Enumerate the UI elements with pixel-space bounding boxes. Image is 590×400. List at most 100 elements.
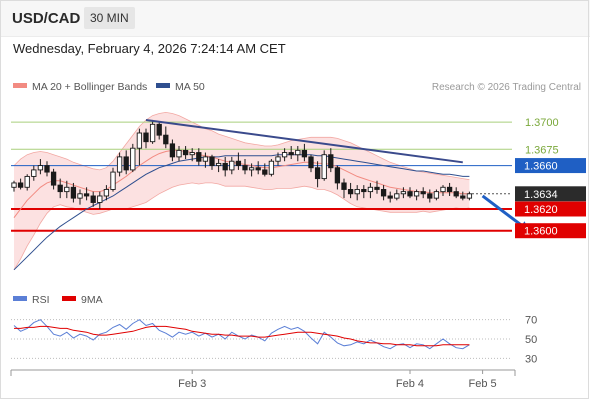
candle (176, 146, 182, 162)
candle (460, 191, 466, 201)
candle (288, 146, 294, 160)
candle-body (394, 193, 400, 199)
candle (209, 154, 215, 170)
candle (427, 189, 433, 203)
candle-body (328, 154, 334, 169)
candle (31, 165, 37, 181)
candle-body (453, 191, 459, 197)
candle-body (202, 156, 209, 162)
candle (11, 180, 17, 192)
candle (143, 128, 149, 149)
candle (83, 187, 90, 201)
candle-body (116, 156, 123, 173)
candle (110, 167, 116, 192)
candle-body (64, 186, 70, 193)
candle-body (413, 191, 420, 197)
candle (361, 185, 367, 199)
level-label-box (515, 186, 586, 202)
candle (242, 159, 248, 175)
legend-label: MA 50 (175, 81, 205, 93)
credit-text: Research © 2026 Trading Central (432, 82, 581, 93)
candle (196, 148, 202, 166)
candle-body (103, 189, 110, 197)
candle (281, 148, 288, 162)
candle-body (143, 132, 149, 143)
candle-body (255, 167, 261, 171)
candle (90, 191, 96, 207)
candle (77, 189, 83, 205)
candle-body (407, 191, 413, 197)
candle (262, 163, 268, 177)
legend-label: RSI (32, 294, 50, 306)
candle (169, 139, 176, 162)
candle (400, 187, 407, 199)
legend-label: 9MA (81, 294, 103, 306)
candle (268, 159, 275, 177)
legend-swatch (62, 296, 76, 301)
legend-swatch (156, 83, 170, 88)
candle-body (235, 160, 242, 167)
candle-body (130, 147, 136, 171)
candle-body (196, 152, 202, 162)
candle-body (301, 149, 308, 158)
candle (301, 143, 308, 162)
timeframe-button[interactable]: 30 MIN (84, 7, 135, 29)
candle-body (11, 182, 17, 188)
candle (64, 180, 70, 199)
ma20-line (13, 149, 470, 219)
candle (275, 152, 281, 166)
level-label-box (515, 201, 586, 217)
candle (97, 191, 103, 209)
candle-body (361, 189, 367, 193)
candle (255, 161, 261, 175)
candle (215, 159, 222, 173)
candle-body (321, 154, 327, 180)
candle-body (24, 175, 30, 188)
bollinger-upper (13, 111, 470, 181)
candle (295, 146, 301, 162)
candle-body (17, 182, 24, 188)
forecast-arrow-shaft (481, 194, 523, 227)
legend-swatch (13, 296, 27, 301)
candle-body (281, 152, 288, 158)
candle-body (341, 182, 347, 190)
candle (229, 156, 235, 175)
candle-body (400, 191, 407, 195)
candle (136, 128, 143, 166)
candle-body (308, 156, 314, 169)
candle-body (374, 186, 380, 190)
candle (189, 148, 195, 162)
candle-body (380, 189, 387, 197)
candle-body (215, 162, 222, 167)
candle-body (288, 152, 294, 156)
level-label: 1.3620 (524, 204, 558, 216)
candle (202, 152, 209, 168)
candle (433, 189, 440, 201)
candle (354, 185, 360, 201)
bollinger-band (14, 112, 470, 270)
candle-body (314, 167, 321, 180)
candle-body (248, 167, 255, 171)
candle (453, 187, 459, 199)
rsi-tick-label: 70 (525, 315, 537, 327)
candle (70, 182, 77, 203)
candle-body (189, 152, 195, 156)
candle-body (70, 186, 77, 199)
level-label: 1.3600 (524, 226, 558, 238)
candle-body (275, 156, 281, 162)
candle-body (295, 149, 301, 156)
candle (374, 180, 380, 194)
legend-label: MA 20 + Bollinger Bands (32, 81, 147, 93)
candle-body (44, 165, 50, 173)
candle (380, 185, 387, 201)
x-tick-label: Feb 3 (178, 378, 206, 390)
candle-body (149, 123, 156, 143)
rsi-tick-label: 30 (525, 353, 537, 365)
candle (149, 119, 156, 144)
legend-swatch (13, 83, 27, 88)
candle (50, 168, 57, 190)
candle-body (182, 149, 189, 156)
candle-body (440, 186, 446, 193)
candle (413, 189, 420, 201)
